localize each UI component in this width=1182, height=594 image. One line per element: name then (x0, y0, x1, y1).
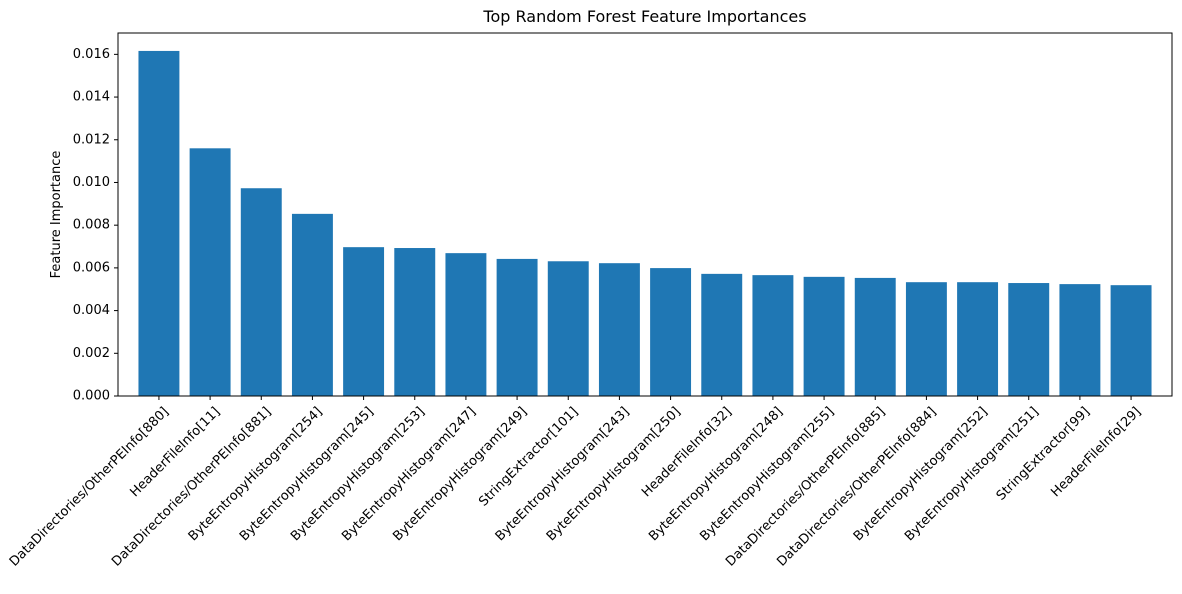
y-axis: 0.000 0.002 0.004 0.006 0.008 0.010 0.012 0.014… (73, 47, 118, 404)
bar (957, 282, 998, 396)
y-tick-label: 0.000 (73, 389, 110, 404)
x-tick-label: HeaderFileInfo[29] (1048, 404, 1144, 500)
chart-title: Top Random Forest Feature Importances (118, 7, 1172, 26)
bar (1059, 284, 1100, 396)
y-tick-label: 0.016 (73, 47, 110, 62)
bar (497, 259, 538, 396)
y-tick-label: 0.002 (73, 346, 110, 361)
bar (1111, 285, 1152, 396)
x-tick-label: StringExtractor[101] (476, 404, 581, 509)
bar (548, 261, 589, 396)
x-tick-label: HeaderFileInfo[11] (127, 404, 223, 500)
bar (855, 278, 896, 396)
bar (804, 277, 845, 396)
bars-layer (138, 51, 1151, 396)
x-axis: DataDirectories/OtherPEInfo[880]HeaderFi… (7, 396, 1144, 570)
y-tick-label: 0.006 (73, 260, 110, 275)
bar (445, 253, 486, 396)
x-tick-label: StringExtractor[99] (994, 404, 1093, 503)
bar (343, 247, 384, 396)
y-tick-label: 0.012 (73, 132, 110, 147)
bar (394, 248, 435, 396)
y-tick-label: 0.008 (73, 218, 110, 233)
bar (752, 275, 793, 396)
bar (190, 148, 231, 396)
bar (701, 274, 742, 396)
bar (906, 282, 947, 396)
bar (599, 263, 640, 396)
bar (1008, 283, 1049, 396)
y-tick-label: 0.004 (73, 303, 110, 318)
bar (241, 188, 282, 396)
bar (292, 214, 333, 396)
x-tick-label: HeaderFileInfo[32] (639, 404, 735, 500)
y-tick-label: 0.010 (73, 175, 110, 190)
bar (650, 268, 691, 396)
y-axis-label: Feature Importance (49, 151, 64, 279)
y-tick-label: 0.014 (73, 90, 110, 105)
bar (138, 51, 179, 396)
